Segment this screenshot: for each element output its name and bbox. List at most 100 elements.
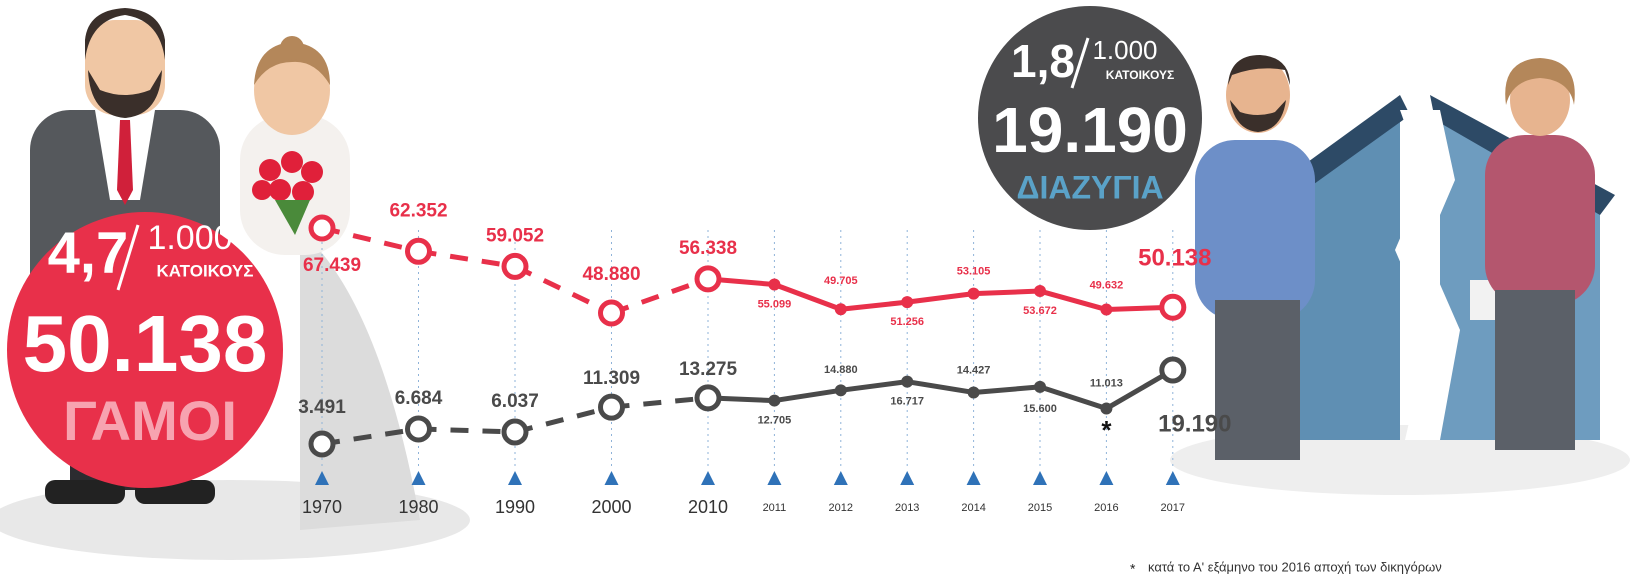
data-label: 56.338	[679, 238, 737, 259]
data-label: 59.052	[486, 225, 544, 246]
year-marker	[411, 471, 426, 485]
data-label: 49.632	[1090, 279, 1124, 291]
line-segment	[1039, 288, 1108, 312]
point	[967, 386, 980, 399]
footnote: κατά το Α' εξάμηνο του 2016 αποχή των δι…	[1148, 559, 1442, 574]
data-label: 51.256	[890, 316, 924, 328]
point	[901, 296, 914, 309]
x-tick-label: 2011	[763, 502, 787, 514]
point	[694, 265, 722, 293]
rate: 4,7	[48, 220, 129, 285]
point	[405, 415, 432, 443]
line-segment	[610, 276, 709, 316]
point	[1100, 402, 1113, 415]
line-segment	[611, 395, 709, 410]
point	[598, 393, 625, 421]
point	[967, 287, 980, 300]
data-label: 50.138	[1138, 245, 1211, 272]
year-marker	[833, 471, 848, 485]
point	[308, 430, 336, 458]
data-label: 49.705	[824, 275, 858, 287]
point	[598, 299, 625, 327]
total: 50.138	[23, 299, 268, 388]
line-segment	[773, 282, 842, 312]
line-segment	[906, 379, 975, 395]
slash	[116, 224, 140, 291]
point	[1159, 293, 1187, 321]
point	[1034, 285, 1046, 298]
data-label: 11.309	[583, 368, 640, 389]
year-marker	[900, 471, 915, 485]
point	[768, 278, 781, 291]
x-tick-label: 1970	[302, 497, 342, 517]
x-tick-label: 1980	[398, 497, 438, 517]
point	[501, 418, 529, 446]
x-tick-label: 2013	[895, 502, 919, 514]
line-segment	[906, 291, 974, 305]
point	[834, 384, 847, 397]
point	[405, 237, 432, 265]
footnote-marker: *	[1130, 561, 1136, 577]
data-label: 19.190	[1158, 410, 1231, 437]
point	[501, 252, 529, 280]
year-marker	[604, 471, 619, 485]
plot: 1970 1980 1990 2000 2010 2011 2012 2013 2014 2015…	[298, 200, 1231, 516]
data-label: 14.880	[824, 364, 858, 376]
x-tick-label: 2014	[961, 502, 985, 514]
year-marker	[1033, 471, 1047, 485]
data-label: 13.275	[679, 359, 738, 380]
data-label: 53.105	[957, 266, 991, 278]
year-marker	[1099, 471, 1114, 485]
data-label: 6.684	[395, 388, 443, 409]
point	[308, 214, 336, 242]
point	[694, 384, 722, 412]
unit: ΚΑΤΟΙΚΟΥΣ	[1106, 68, 1174, 82]
data-label: 55.099	[758, 298, 792, 310]
x-tick-label: 2000	[591, 497, 631, 517]
x-tick-label: 2016	[1094, 502, 1118, 514]
year-marker	[966, 471, 981, 485]
slash	[1070, 37, 1090, 89]
badge-circle	[978, 6, 1202, 230]
unit: ΚΑΤΟΙΚΟΥΣ	[157, 261, 254, 280]
line-segment	[840, 299, 908, 312]
data-label: 48.880	[582, 264, 640, 285]
per: 1.000	[1092, 35, 1157, 65]
data-label: 16.717	[890, 396, 924, 408]
line-segment	[514, 404, 613, 435]
point	[834, 303, 847, 316]
point	[768, 394, 781, 407]
badge-circle	[7, 212, 283, 488]
line-segment	[418, 426, 516, 435]
point	[901, 375, 914, 388]
divorce-illustration	[1170, 55, 1630, 495]
line-segment	[321, 225, 420, 254]
year-marker	[767, 471, 782, 485]
line-segment	[973, 384, 1041, 395]
note-marker: *	[1101, 415, 1112, 445]
total: 19.190	[992, 94, 1188, 166]
line-segment	[513, 264, 613, 316]
x-tick-label: 1990	[495, 497, 535, 517]
divorce-badge: 1,8 1.000 ΚΑΤΟΙΚΟΥΣ 19.190 ΔΙΑΖΥΓΙΑ	[978, 6, 1202, 230]
marriage-badge: 4,7 1.000 ΚΑΤΟΙΚΟΥΣ 50.138 ΓΑΜΟΙ	[7, 212, 283, 488]
line-segment	[774, 387, 842, 404]
point	[1100, 303, 1113, 316]
point	[1159, 356, 1187, 384]
data-label: 11.013	[1090, 377, 1123, 389]
line-segment	[321, 426, 419, 447]
data-label: 14.427	[957, 364, 991, 376]
per: 1.000	[147, 219, 232, 257]
line-segment	[840, 379, 908, 393]
x-tick-label: 2010	[688, 497, 728, 517]
year-marker	[315, 471, 329, 485]
line-segment	[418, 248, 516, 269]
point	[1034, 380, 1046, 393]
x-tick-label: 2015	[1028, 502, 1052, 514]
data-label: 62.352	[389, 200, 447, 221]
line-segment	[973, 288, 1041, 297]
label: ΓΑΜΟΙ	[63, 389, 237, 452]
data-label: 15.600	[1023, 403, 1057, 415]
line-segment	[1039, 384, 1108, 411]
